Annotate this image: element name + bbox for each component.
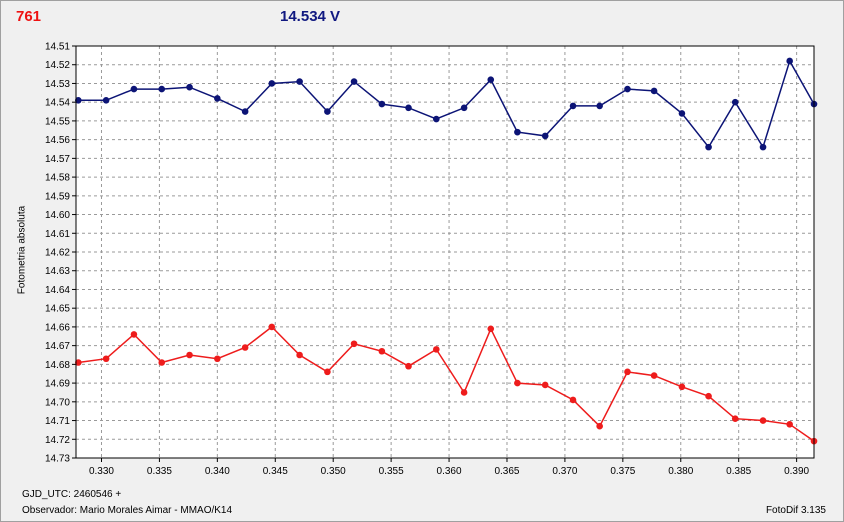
x-tick-label: 0.370 — [552, 466, 577, 477]
observer-label: Observador: Mario Morales Aimar - MMAO/K… — [22, 505, 233, 516]
data-point — [650, 372, 658, 379]
data-point — [569, 396, 577, 404]
gjd-label: GJD_UTC: 2460546 + — [22, 489, 122, 500]
x-tick-label: 0.345 — [263, 466, 288, 477]
x-tick-label: 0.330 — [89, 466, 114, 477]
y-tick-label: 14.61 — [45, 229, 70, 240]
data-point — [296, 78, 303, 85]
data-point — [268, 323, 276, 331]
y-tick-label: 14.63 — [45, 266, 70, 277]
star-id-label: 761 — [16, 8, 42, 25]
data-point — [624, 368, 631, 376]
data-point — [541, 132, 549, 140]
y-tick-label: 14.71 — [45, 416, 70, 427]
data-point — [130, 331, 138, 338]
data-point — [487, 325, 495, 333]
data-point — [350, 340, 358, 348]
x-tick-label: 0.365 — [494, 466, 519, 477]
y-tick-label: 14.62 — [45, 248, 70, 259]
magnitude-label: 14.534 V — [280, 8, 341, 25]
x-tick-label: 0.375 — [610, 466, 635, 477]
data-point — [433, 115, 440, 123]
y-tick-label: 14.58 — [45, 173, 70, 184]
series-line-1 — [78, 59, 815, 149]
data-point — [324, 368, 331, 376]
data-point — [759, 143, 767, 151]
data-point — [158, 85, 166, 93]
data-point — [541, 381, 549, 389]
y-tick-label: 14.64 — [45, 285, 70, 296]
x-tick-label: 0.380 — [668, 466, 693, 477]
data-point — [705, 392, 712, 400]
data-point — [678, 383, 686, 391]
data-point — [214, 355, 221, 363]
y-tick-label: 14.51 — [45, 42, 70, 53]
data-point — [324, 108, 331, 115]
data-point — [786, 57, 793, 65]
data-point — [650, 87, 658, 95]
data-point — [569, 102, 577, 110]
x-tick-label: 0.350 — [321, 466, 346, 477]
data-point — [75, 97, 82, 104]
data-point — [786, 420, 793, 428]
y-tick-label: 14.54 — [45, 98, 70, 109]
version-label: FotoDif 3.135 — [765, 505, 826, 516]
data-point — [75, 359, 82, 366]
data-point — [460, 104, 468, 112]
data-point — [514, 128, 521, 136]
data-point — [241, 344, 249, 351]
data-point — [731, 415, 739, 422]
y-tick-label: 14.72 — [45, 435, 70, 446]
data-point — [350, 78, 358, 85]
data-point — [405, 362, 412, 370]
data-point — [102, 97, 110, 104]
x-tick-label: 0.335 — [147, 466, 172, 477]
data-point — [596, 102, 603, 110]
data-point — [241, 108, 249, 115]
x-tick-label: 0.385 — [726, 466, 751, 477]
x-tick-label: 0.390 — [784, 466, 809, 477]
data-point — [433, 346, 440, 353]
data-point — [759, 417, 767, 424]
y-tick-label: 14.55 — [45, 116, 70, 127]
data-point — [378, 347, 386, 355]
data-point — [731, 98, 739, 106]
data-point — [514, 379, 521, 387]
plot-border — [75, 45, 815, 459]
data-point — [624, 85, 631, 93]
y-tick-label: 14.66 — [45, 322, 70, 333]
data-point — [596, 422, 603, 430]
y-tick-label: 14.73 — [45, 454, 70, 465]
data-point — [186, 351, 193, 359]
data-point — [678, 110, 686, 117]
data-point — [102, 355, 110, 363]
data-point — [487, 76, 495, 84]
y-tick-label: 14.70 — [45, 397, 70, 408]
data-point — [130, 85, 138, 93]
y-tick-label: 14.69 — [45, 379, 70, 390]
data-point — [186, 83, 193, 91]
y-tick-label: 14.65 — [45, 304, 70, 315]
data-point — [405, 104, 412, 112]
data-point — [296, 351, 303, 359]
data-point — [214, 95, 221, 102]
x-tick-label: 0.355 — [379, 466, 404, 477]
data-point — [268, 80, 276, 87]
x-tick-label: 0.360 — [437, 466, 462, 477]
data-point — [378, 100, 386, 108]
series-line-2 — [78, 325, 815, 442]
y-tick-label: 14.60 — [45, 210, 70, 221]
y-tick-label: 14.68 — [45, 360, 70, 371]
y-tick-label: 14.52 — [45, 60, 70, 71]
x-tick-label: 0.340 — [205, 466, 230, 477]
y-tick-label: 14.67 — [45, 341, 70, 352]
y-tick-label: 14.57 — [45, 154, 70, 165]
data-point — [460, 389, 468, 396]
y-tick-label: 14.53 — [45, 79, 70, 90]
data-point — [158, 359, 166, 366]
y-tick-label: 14.59 — [45, 191, 70, 202]
y-tick-label: 14.56 — [45, 135, 70, 146]
data-point — [705, 143, 712, 151]
